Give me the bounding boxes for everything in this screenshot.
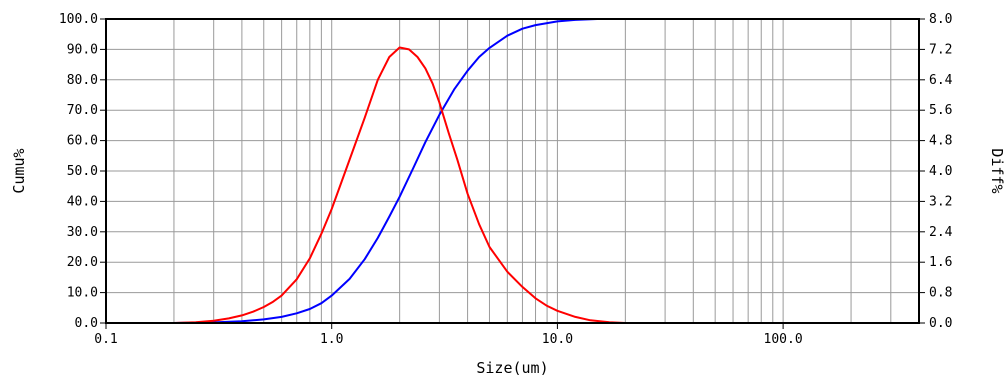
right-y-axis-title: Diff% [988,148,1006,193]
right-y-tick-labels: 0.0 0.8 1.6 2.4 3.2 4.0 4.8 5.6 6.4 7.2 8.0 [929,12,953,331]
right-y-tick-label: 0.8 [929,286,952,301]
left-y-tick-label: 70.0 [67,103,98,118]
left-y-tick-label: 50.0 [67,164,98,179]
right-y-tick-label: 6.4 [929,73,953,88]
left-y-tick-label: 100.0 [59,12,98,27]
left-y-tick-label: 40.0 [67,194,98,209]
right-y-tick-label: 7.2 [929,42,952,57]
differential-curve [106,46,906,324]
x-axis-title: Size(um) [476,359,548,377]
left-y-tick-labels: 0.0 10.0 20.0 30.0 40.0 50.0 60.0 70.0 80.0 90.0 1… [59,12,98,331]
right-y-tick-label: 1.6 [929,255,952,270]
left-y-tick-label: 80.0 [67,73,98,88]
left-y-tick-label: 10.0 [67,286,98,301]
x-tick-label: 0.1 [94,332,117,347]
x-tick-label: 10.0 [542,332,573,347]
right-y-tick-label: 2.4 [929,225,953,240]
left-y-tick-label: 20.0 [67,255,98,270]
x-tick-labels: 0.1 1.0 10.0 100.0 [94,332,802,347]
tick-marks [100,18,925,329]
right-y-tick-label: 3.2 [929,194,952,209]
x-tick-label: 1.0 [320,332,343,347]
left-y-tick-label: 0.0 [75,316,98,331]
right-y-tick-label: 4.8 [929,134,952,149]
right-y-tick-label: 5.6 [929,103,952,118]
right-y-tick-label: 0.0 [929,316,952,331]
left-y-tick-label: 90.0 [67,42,98,57]
right-y-tick-label: 8.0 [929,12,952,27]
right-y-tick-label: 4.0 [929,164,952,179]
left-y-tick-label: 30.0 [67,225,98,240]
x-tick-label: 100.0 [764,332,803,347]
left-y-tick-label: 60.0 [67,134,98,149]
left-y-axis-title: Cumu% [10,148,28,193]
